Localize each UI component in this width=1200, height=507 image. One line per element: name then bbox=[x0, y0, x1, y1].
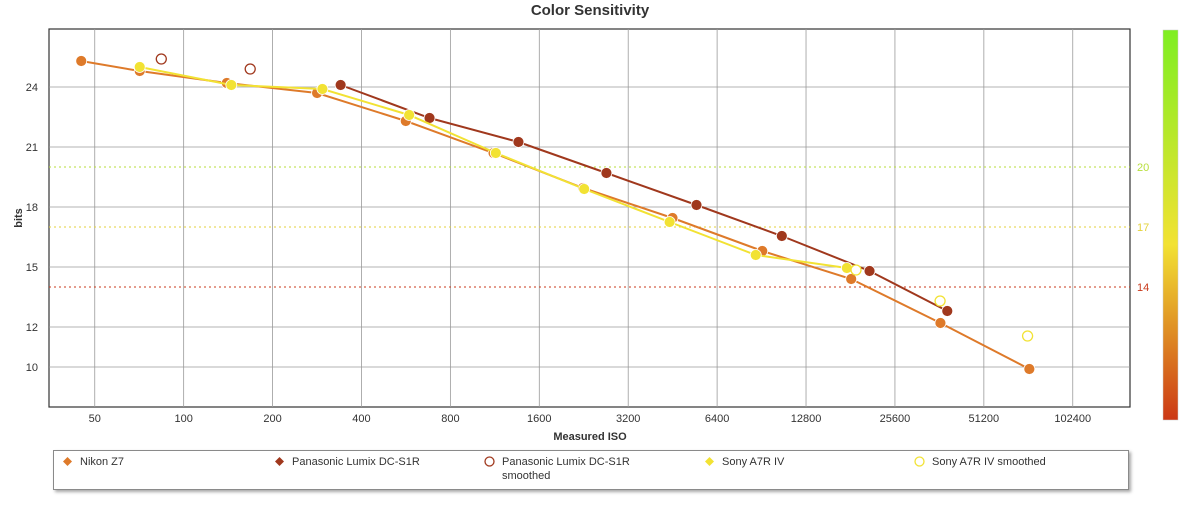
reference-line-label: 17 bbox=[1137, 222, 1149, 234]
x-tick-label: 200 bbox=[263, 413, 281, 425]
data-point bbox=[489, 147, 502, 159]
data-point bbox=[316, 83, 329, 95]
data-point-smoothed bbox=[1021, 330, 1034, 342]
y-tick-label: 24 bbox=[26, 82, 38, 94]
color-scale-bar bbox=[1162, 29, 1179, 421]
data-point bbox=[863, 265, 876, 277]
data-point bbox=[512, 136, 525, 148]
data-point bbox=[941, 305, 954, 317]
y-tick-label: 10 bbox=[26, 362, 38, 374]
legend-label: Nikon Z7 bbox=[80, 456, 125, 468]
data-point-smoothed bbox=[934, 295, 946, 307]
series bbox=[155, 53, 256, 75]
data-point bbox=[690, 199, 703, 211]
y-tick-label: 21 bbox=[26, 142, 38, 154]
axis-labels: 50 100 200 400 800 1600 3200 6400 12800 25600 5120… bbox=[26, 82, 1091, 425]
legend-marker-icon bbox=[914, 456, 925, 467]
legend-circle bbox=[914, 456, 925, 467]
x-tick-label: 400 bbox=[352, 413, 370, 425]
x-tick-label: 12800 bbox=[791, 413, 822, 425]
y-axis-label: bits bbox=[13, 208, 25, 228]
x-tick-label: 1600 bbox=[527, 413, 551, 425]
x-tick-label: 51200 bbox=[969, 413, 1000, 425]
data-point-smoothed bbox=[244, 63, 256, 75]
legend-label: Sony A7R IV bbox=[722, 456, 785, 468]
data-point bbox=[775, 230, 788, 242]
legend-diamond bbox=[275, 457, 284, 466]
legend: Nikon Z7 Panasonic Lumix DC-S1R Panasonic … bbox=[53, 450, 1129, 490]
data-point bbox=[578, 183, 591, 195]
x-tick-label: 25600 bbox=[880, 413, 911, 425]
legend-marker-icon bbox=[705, 457, 714, 466]
data-point bbox=[133, 61, 146, 73]
legend-diamond bbox=[705, 457, 714, 466]
series bbox=[133, 61, 853, 274]
legend-label: Panasonic Lumix DC-S1R bbox=[292, 456, 420, 468]
x-tick-label: 800 bbox=[441, 413, 459, 425]
data-point bbox=[403, 109, 416, 121]
legend-marker-icon bbox=[275, 457, 284, 466]
legend-label: Sony A7R IV smoothed bbox=[932, 456, 1046, 468]
legend-circle bbox=[484, 456, 495, 467]
plot-area bbox=[48, 28, 1131, 408]
data-point-smoothed bbox=[850, 264, 862, 276]
x-tick-label: 100 bbox=[174, 413, 192, 425]
legend-marker-icon bbox=[63, 457, 72, 466]
x-tick-label: 6400 bbox=[705, 413, 729, 425]
x-tick-label: 50 bbox=[89, 413, 101, 425]
data-point bbox=[749, 249, 762, 261]
data-point-smoothed bbox=[155, 53, 167, 65]
legend-diamond bbox=[63, 457, 72, 466]
chart-title: Color Sensitivity bbox=[530, 2, 650, 19]
data-point bbox=[334, 79, 347, 91]
grid-layer bbox=[49, 29, 1130, 407]
reference-line-label: 14 bbox=[1137, 282, 1149, 294]
x-tick-label: 102400 bbox=[1054, 413, 1091, 425]
reference-line-label: 20 bbox=[1137, 162, 1149, 174]
legend-label: Panasonic Lumix DC-S1R smoothed bbox=[502, 456, 630, 482]
series bbox=[850, 264, 1034, 342]
data-point bbox=[75, 55, 88, 67]
x-tick-label: 3200 bbox=[616, 413, 640, 425]
y-tick-label: 12 bbox=[26, 322, 38, 334]
data-point bbox=[225, 79, 238, 91]
data-point bbox=[663, 216, 676, 228]
legend-marker-icon bbox=[484, 456, 495, 467]
x-axis-label: Measured ISO bbox=[553, 431, 627, 443]
y-tick-label: 18 bbox=[26, 202, 38, 214]
data-point bbox=[934, 317, 947, 329]
data-point bbox=[845, 273, 858, 285]
data-point bbox=[1023, 363, 1036, 375]
y-tick-label: 15 bbox=[26, 262, 38, 274]
data-point bbox=[600, 167, 613, 179]
series-layer bbox=[75, 53, 1036, 375]
